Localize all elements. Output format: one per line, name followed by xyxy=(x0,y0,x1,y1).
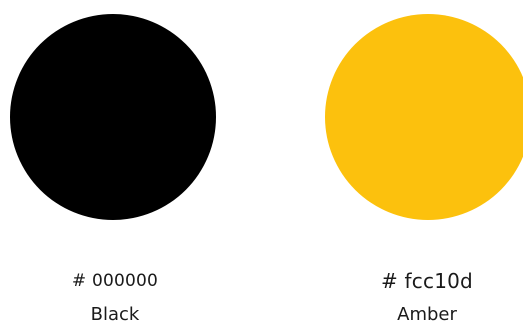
amber-color-name: Amber xyxy=(397,304,457,325)
black-color-swatch xyxy=(10,14,216,220)
amber-hex-code: # fcc10d xyxy=(381,269,473,293)
amber-color-swatch xyxy=(325,14,523,220)
black-hex-code: # 000000 xyxy=(71,271,159,291)
black-color-name: Black xyxy=(90,304,140,325)
